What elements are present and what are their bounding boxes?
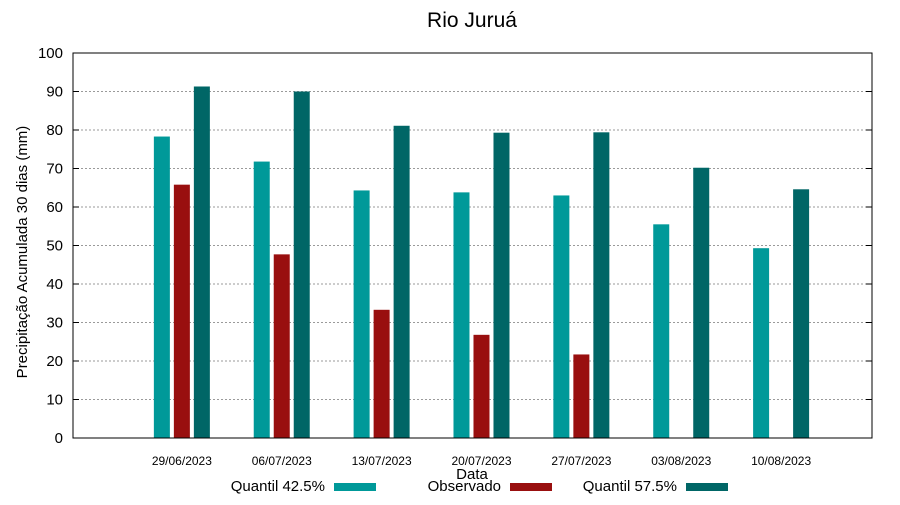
y-tick-label: 100 [38, 45, 63, 62]
bars [153, 86, 810, 439]
bar-quantil-42-5--4 [553, 195, 570, 438]
bar-quantil-57-5--3 [493, 132, 510, 438]
x-tick-label: 03/08/2023 [651, 454, 711, 468]
bar-quantil-57-5--4 [593, 132, 610, 438]
x-tick-label: 29/06/2023 [152, 454, 212, 468]
y-axis-ticks: 0 10 20 30 40 50 60 70 80 90 100 [38, 45, 872, 447]
plot-frame [72, 52, 873, 439]
bar-observado-1 [273, 254, 290, 438]
bar-quantil-42-5--5 [653, 224, 670, 438]
bar-observado-2 [373, 309, 390, 438]
bar-quantil-42-5--2 [353, 190, 370, 438]
y-tick-label: 0 [55, 430, 63, 447]
legend-swatch [510, 483, 552, 491]
bar-observado-4 [573, 354, 590, 438]
legend: Quantil 42.5% Observado Quantil 57.5% [231, 478, 728, 495]
x-tick-label: 27/07/2023 [551, 454, 611, 468]
y-tick-label: 30 [46, 315, 63, 332]
y-tick-label: 20 [46, 353, 63, 370]
legend-label: Observado [428, 478, 501, 495]
y-tick-label: 90 [46, 84, 63, 101]
bar-quantil-42-5--6 [753, 248, 770, 438]
x-tick-label: 20/07/2023 [451, 454, 511, 468]
legend-swatch [334, 483, 376, 491]
gridlines [73, 91, 872, 400]
legend-label: Quantil 57.5% [583, 478, 677, 495]
bar-observado-3 [473, 334, 490, 438]
bar-quantil-42-5--3 [453, 192, 470, 438]
bar-observado-0 [173, 184, 190, 438]
bar-quantil-57-5--6 [793, 189, 810, 438]
y-tick-label: 40 [46, 276, 63, 293]
legend-swatch [686, 483, 728, 491]
legend-label: Quantil 42.5% [231, 478, 325, 495]
bar-quantil-42-5--1 [253, 161, 270, 438]
bar-quantil-42-5--0 [153, 136, 170, 439]
y-tick-label: 80 [46, 122, 63, 139]
chart-title: Rio Juruá [427, 9, 517, 32]
bar-quantil-57-5--1 [293, 91, 310, 438]
y-tick-label: 60 [46, 199, 63, 216]
x-tick-label: 06/07/2023 [252, 454, 312, 468]
x-axis-ticks: 29/06/2023 06/07/2023 13/07/2023 20/07/2023… [152, 454, 812, 468]
bar-quantil-57-5--0 [193, 86, 210, 439]
x-axis-label: Data [456, 466, 488, 483]
bar-quantil-57-5--2 [393, 125, 410, 438]
bar-quantil-57-5--5 [693, 167, 710, 439]
y-tick-label: 50 [46, 238, 63, 255]
y-tick-label: 10 [46, 392, 63, 409]
y-tick-label: 70 [46, 161, 63, 178]
x-tick-label: 10/08/2023 [751, 454, 811, 468]
x-tick-label: 13/07/2023 [352, 454, 412, 468]
y-axis-label: Precipitação Acumulada 30 dias (mm) [14, 126, 31, 379]
